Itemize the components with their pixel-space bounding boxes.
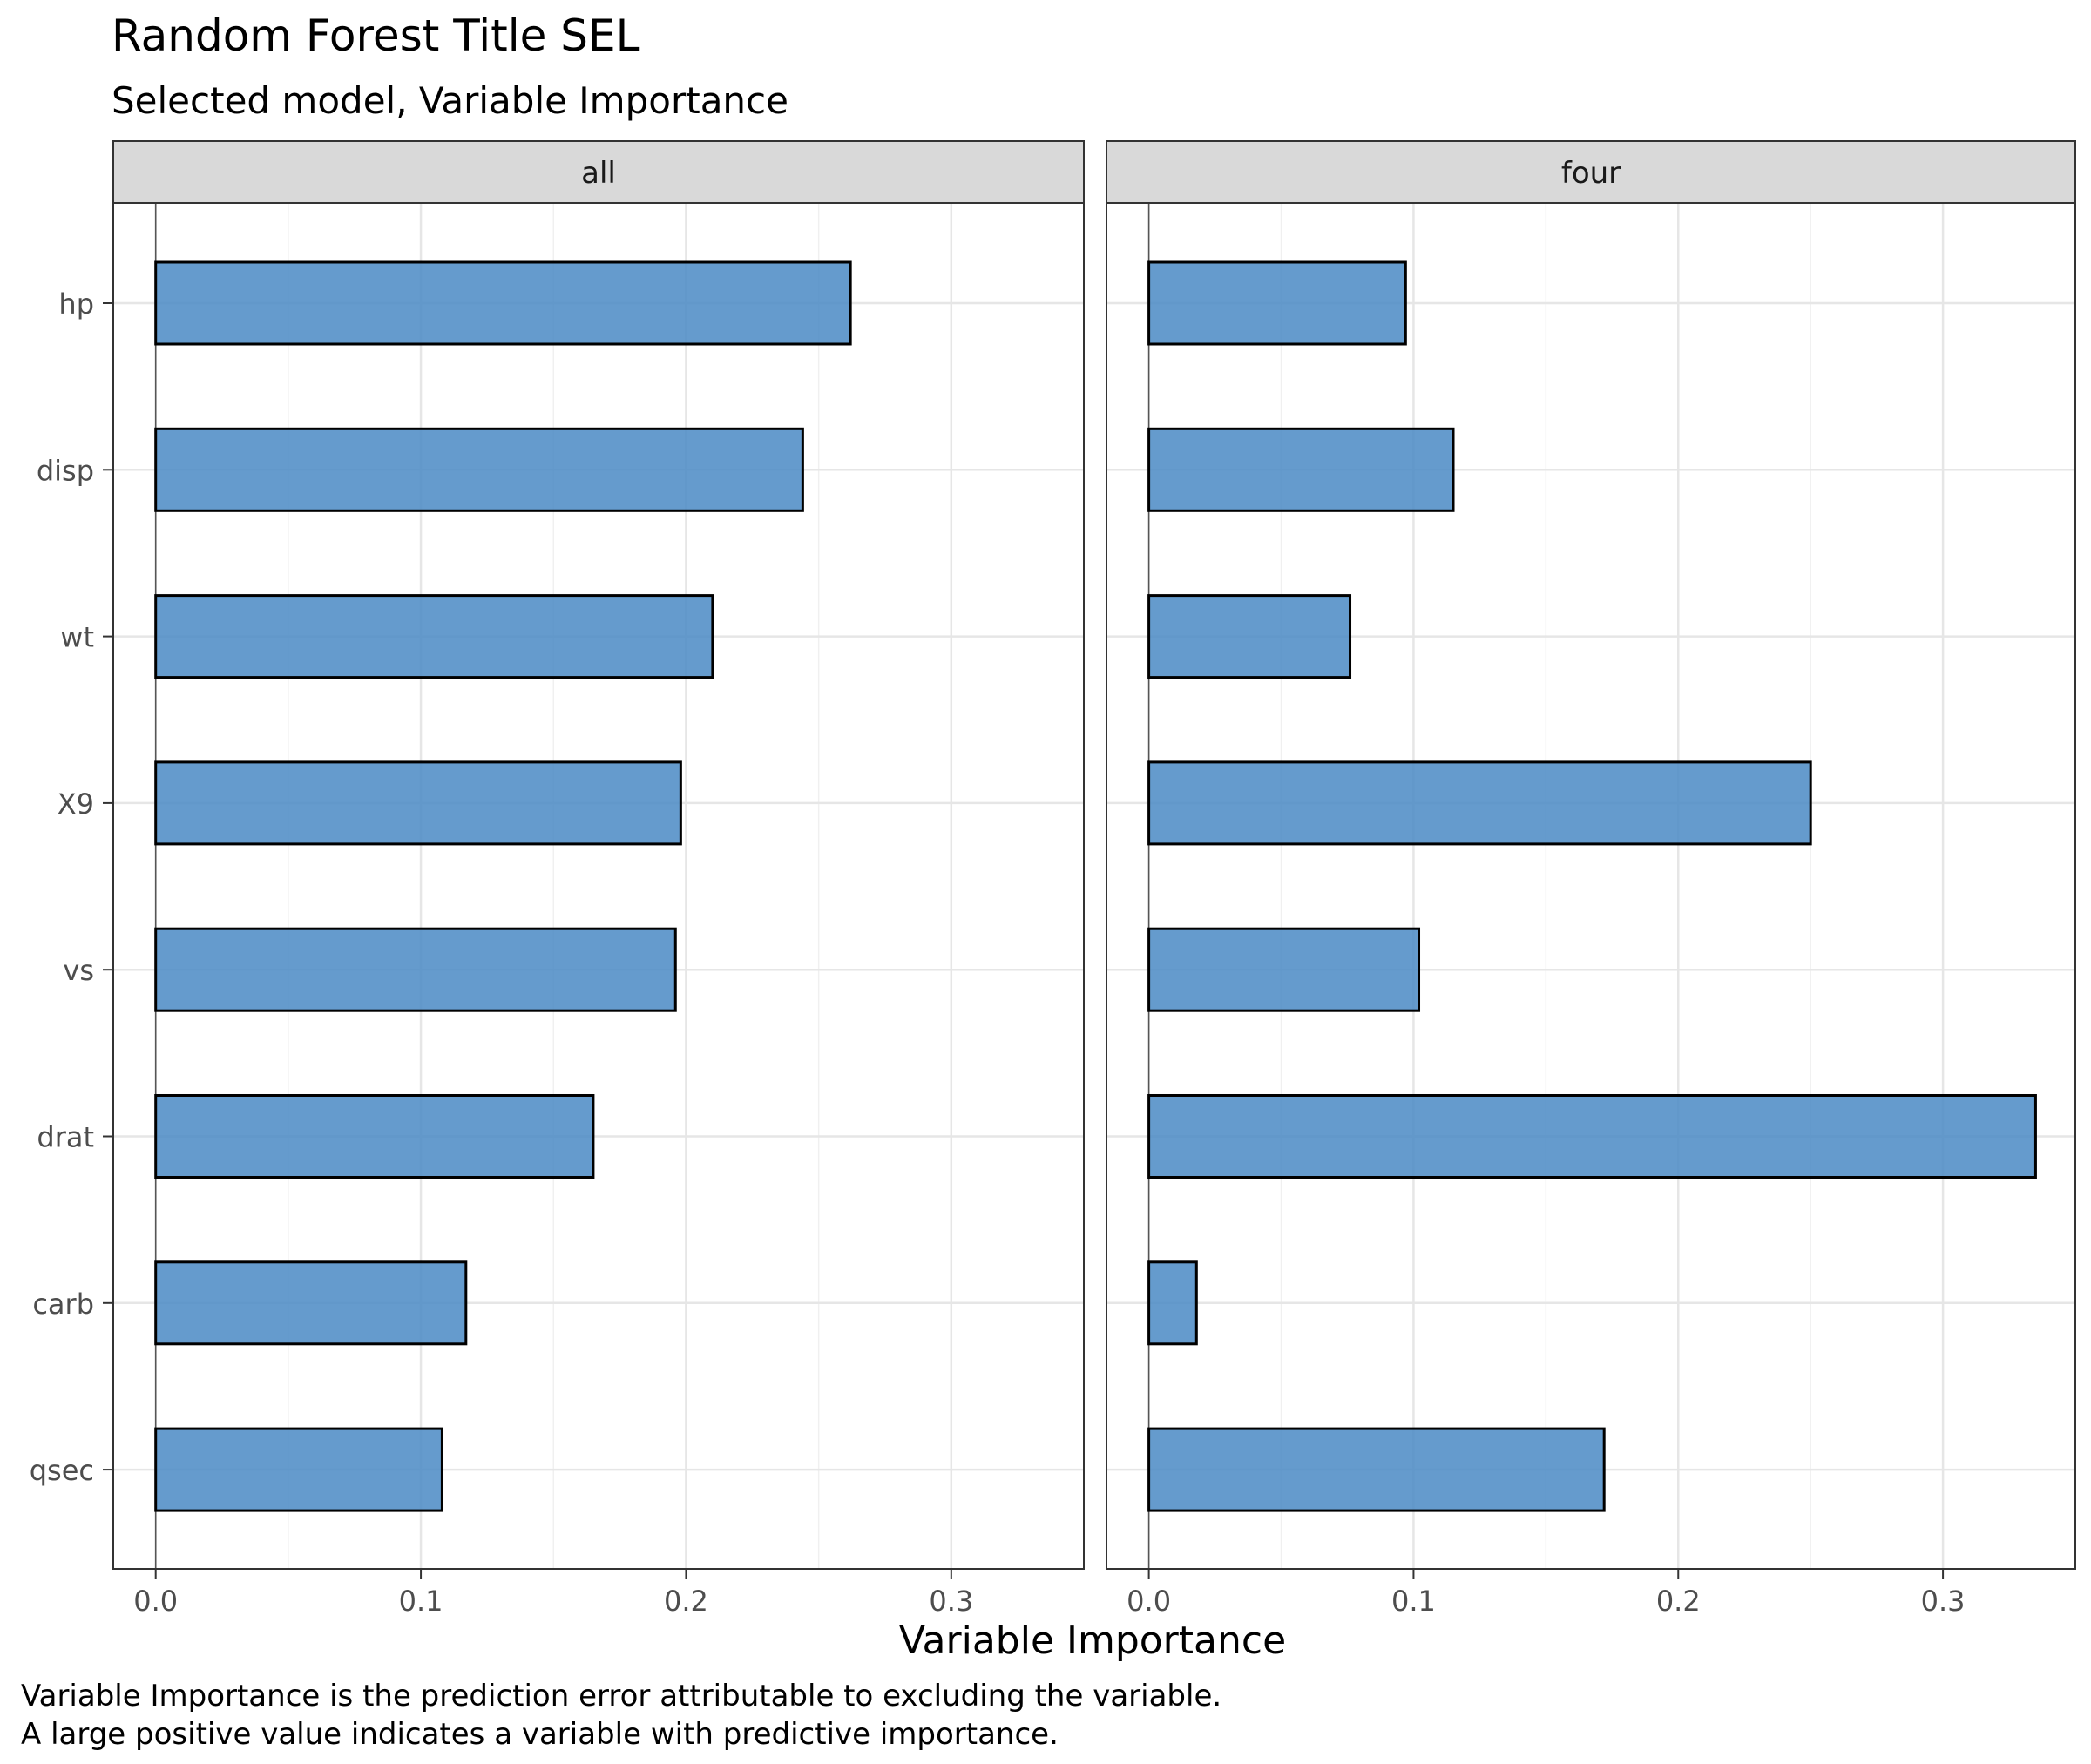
x-tick-label: 0.2: [664, 1585, 708, 1618]
x-tick-label: 0.3: [1921, 1585, 1966, 1618]
x-tick-label: 0.1: [399, 1585, 443, 1618]
bar-four-drat: [1147, 1094, 2037, 1179]
facet-panel-all: all 0.0 0.1 0.2 0.3 hp disp wt X9 vs drat carb qsec: [30, 140, 1085, 1618]
facet-panel-four: four 0.0 0.1 0.2 0.3: [1106, 140, 2076, 1618]
y-tick-label-qsec: qsec: [30, 1454, 94, 1487]
bar-all-carb: [154, 1260, 468, 1346]
bar-four-disp: [1147, 427, 1455, 512]
facet-strip-label: four: [1561, 156, 1621, 191]
bar-four-qsec: [1147, 1427, 1606, 1512]
facet-panels: all 0.0 0.1 0.2 0.3 hp disp wt X9 vs drat carb qsec f…: [30, 140, 2076, 1618]
bar-all-drat: [154, 1094, 595, 1179]
bar-all-disp: [154, 427, 804, 512]
y-tick-label-carb: carb: [32, 1288, 94, 1321]
bar-all-wt: [154, 594, 714, 679]
panel-border: [112, 202, 1085, 1570]
x-tick-label: 0.2: [1656, 1585, 1701, 1618]
x-tick-label: 0.0: [133, 1585, 178, 1618]
bar-four-wt: [1147, 594, 1352, 679]
y-tick-label-wt: wt: [60, 621, 94, 654]
panel-background: [1106, 203, 2075, 1569]
bar-all-X9: [154, 760, 682, 846]
x-tick-label: 0.0: [1127, 1585, 1171, 1618]
bar-all-hp: [154, 260, 852, 346]
chart-subtitle: Selected model, Variable Importance: [112, 79, 788, 122]
x-axis-label: Variable Importance: [899, 1619, 1286, 1663]
y-tick-label-vs: vs: [63, 954, 94, 987]
y-tick-label-X9: X9: [58, 787, 94, 821]
facet-strip: [112, 140, 1085, 204]
bar-four-carb: [1147, 1260, 1198, 1346]
bar-four-X9: [1147, 760, 1812, 846]
bar-all-vs: [154, 927, 677, 1012]
facet-strip-label: all: [581, 156, 616, 191]
y-tick-label-drat: drat: [37, 1121, 94, 1154]
y-tick-label-hp: hp: [58, 287, 94, 321]
caption-line-1: Variable Importance is the prediction er…: [21, 1679, 1221, 1713]
panel-border: [1106, 202, 2076, 1570]
caption-line-2: A large positive value indicates a varia…: [21, 1717, 1059, 1752]
chart-title: Random Forest Title SEL: [112, 10, 640, 61]
panel-background: [113, 203, 1084, 1569]
x-tick-label: 0.3: [929, 1585, 973, 1618]
x-tick-label: 0.1: [1391, 1585, 1436, 1618]
bar-all-qsec: [154, 1427, 443, 1512]
y-tick-label-disp: disp: [37, 454, 94, 487]
bar-four-vs: [1147, 927, 1421, 1012]
bar-four-hp: [1147, 260, 1407, 346]
